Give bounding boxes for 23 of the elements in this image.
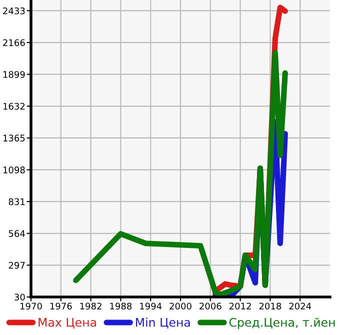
- x-tick-label: 1976: [50, 302, 72, 310]
- y-tick-label: 1098: [3, 166, 25, 174]
- x-tick-label: 1988: [110, 302, 132, 310]
- legend-label: Сред.Цена, т.йен: [229, 318, 335, 330]
- y-tick-label: 564: [8, 230, 25, 237]
- y-tick-label: 297: [8, 262, 25, 269]
- x-tick-label: 2024: [289, 302, 312, 310]
- legend-label: Max Цена: [38, 318, 96, 328]
- x-tick-label: 1982: [80, 302, 102, 310]
- y-tick-label: 831: [8, 198, 25, 206]
- y-tick-label: 2166: [3, 39, 25, 46]
- x-tick-label: 1970: [20, 302, 42, 310]
- y-tick-label: 2433: [3, 7, 25, 14]
- y-tick-label: 1365: [3, 134, 25, 142]
- x-tick-label: 2000: [170, 302, 192, 310]
- y-tick-label: 30: [14, 294, 25, 301]
- x-tick-label: 2006: [200, 302, 222, 310]
- x-tick-label: 1994: [140, 302, 162, 310]
- legend-label: Min Цена: [136, 318, 190, 328]
- y-tick-label: 1899: [3, 71, 25, 78]
- x-tick-label: 2012: [229, 302, 251, 310]
- y-tick-label: 1632: [3, 102, 25, 110]
- x-tick-label: 2018: [259, 302, 282, 310]
